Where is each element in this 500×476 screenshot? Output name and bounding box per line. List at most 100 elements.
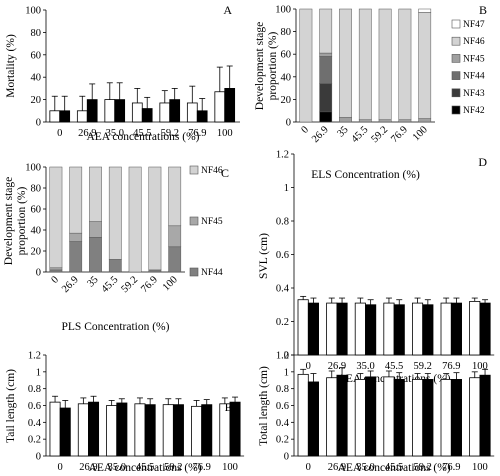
bar xyxy=(336,302,348,356)
x-tick-label: 45.5 xyxy=(385,361,403,372)
y-axis-title: proportion (%) xyxy=(16,187,28,256)
x-tick-label: 76.9 xyxy=(389,124,410,145)
x-axis-title: AEA concentrations (%) xyxy=(89,462,202,474)
y-tick-label: 0.6 xyxy=(276,250,289,261)
y-tick-label: 100 xyxy=(25,6,41,17)
legend-label: NF44 xyxy=(463,72,485,82)
bar xyxy=(450,379,462,457)
legend-label: NF45 xyxy=(463,54,485,64)
panel-letter: E xyxy=(225,400,232,414)
x-tick-label: 59.2 xyxy=(119,274,140,295)
legend-label: NF47 xyxy=(463,20,485,30)
legend-label: NF42 xyxy=(463,106,485,116)
stacked-bar-segment xyxy=(49,166,63,269)
x-tick-label: 45.5 xyxy=(136,462,154,473)
bar xyxy=(104,99,116,123)
bar xyxy=(393,379,405,457)
x-tick-label: 26.9 xyxy=(78,128,96,139)
stacked-bar-segment xyxy=(339,8,352,118)
x-tick-label: 59.2 xyxy=(414,361,432,372)
y-tick-label: 40 xyxy=(31,226,42,237)
stacked-bar-segment xyxy=(299,8,313,123)
x-tick-label: 100 xyxy=(161,274,180,293)
stacked-bar-segment xyxy=(319,52,333,57)
stacked-bar-segment xyxy=(319,8,333,54)
x-axis-title: AEA concentrations (%) xyxy=(338,462,451,474)
x-tick-label: 0 xyxy=(50,274,61,285)
bar xyxy=(59,407,71,457)
y-tick-label: 1 xyxy=(284,367,289,378)
y-tick-label: 1.2 xyxy=(276,351,289,362)
x-tick-label: 100 xyxy=(472,361,488,372)
stacked-bar-segment xyxy=(319,56,333,84)
x-tick-label: 100 xyxy=(411,124,430,143)
stacked-bar-segment xyxy=(168,246,182,273)
y-tick-label: 0 xyxy=(36,268,41,279)
bar xyxy=(172,404,184,457)
y-tick-label: 80 xyxy=(281,27,292,38)
legend-swatch xyxy=(189,216,199,226)
x-tick-label: 45.5 xyxy=(133,128,151,139)
x-axis-title: AEA concentrations (%) xyxy=(86,131,199,143)
y-tick-label: 1.2 xyxy=(28,351,41,362)
x-tick-label: 76.9 xyxy=(188,128,206,139)
bar xyxy=(196,110,208,123)
stacked-bar-segment xyxy=(319,111,333,123)
y-tick-label: 20 xyxy=(281,95,292,106)
bar xyxy=(297,373,309,457)
y-axis-title: Tail length (cm) xyxy=(5,369,17,443)
bar xyxy=(336,374,348,457)
bar xyxy=(191,405,203,457)
x-tick-label: 100 xyxy=(222,462,238,473)
x-tick-label: 76.9 xyxy=(442,462,460,473)
y-tick-label: 100 xyxy=(25,163,41,174)
legend: NF47 NF46 NF45 NF44 NF43 NF42 xyxy=(451,19,485,116)
x-tick-label: 0 xyxy=(57,128,62,139)
y-axis-title: Development stage xyxy=(254,22,266,110)
panel-letter: B xyxy=(479,3,487,17)
y-tick-label: 0.6 xyxy=(28,401,41,412)
y-tick-label: 1 xyxy=(284,183,289,194)
x-tick-label: 0 xyxy=(306,361,311,372)
stacked-bar-segment xyxy=(69,166,83,234)
bar xyxy=(307,302,319,356)
y-tick-label: 0 xyxy=(286,118,291,129)
bar xyxy=(326,302,338,356)
y-tick-label: 0 xyxy=(284,452,289,463)
x-tick-label: 100 xyxy=(217,128,233,139)
bar xyxy=(383,302,395,356)
stacked-bar-segment xyxy=(108,259,122,273)
bar xyxy=(76,110,88,123)
x-tick-label: 35.0 xyxy=(106,128,124,139)
y-tick-label: 1 xyxy=(36,367,41,378)
legend-label: NF44 xyxy=(201,268,223,278)
legend-swatch xyxy=(189,165,199,175)
stacked-bar-segment xyxy=(49,267,63,271)
x-tick-label: 0 xyxy=(58,462,63,473)
bar xyxy=(365,376,377,457)
x-tick-label: 45.5 xyxy=(385,462,403,473)
y-tick-label: 100 xyxy=(275,5,291,16)
bar xyxy=(383,376,395,457)
y-tick-label: 0 xyxy=(36,452,41,463)
bar xyxy=(326,377,338,457)
y-tick-label: 0.8 xyxy=(276,384,289,395)
x-tick-label: 59.2 xyxy=(161,128,179,139)
y-tick-label: 20 xyxy=(31,95,42,106)
bar xyxy=(49,110,61,123)
panel-letter: C xyxy=(221,166,229,180)
x-tick-label: 26.9 xyxy=(60,274,81,295)
bar xyxy=(440,302,452,356)
panel-d: 00.20.40.60.811.20 26.9 35.0 45.5 59.2 76.9 10… xyxy=(258,150,495,385)
y-tick-label: 0 xyxy=(36,118,41,129)
y-tick-label: 0 xyxy=(284,351,289,362)
bar xyxy=(412,379,424,457)
stacked-bar-segment xyxy=(49,269,63,273)
y-tick-label: 60 xyxy=(31,205,42,216)
stacked-bar-segment xyxy=(69,232,83,242)
y-tick-label: 1.2 xyxy=(276,150,289,161)
bar xyxy=(479,374,491,457)
stacked-bar-segment xyxy=(358,119,372,123)
x-tick-label: 35.0 xyxy=(108,462,126,473)
stacked-bar-segment xyxy=(168,225,182,248)
